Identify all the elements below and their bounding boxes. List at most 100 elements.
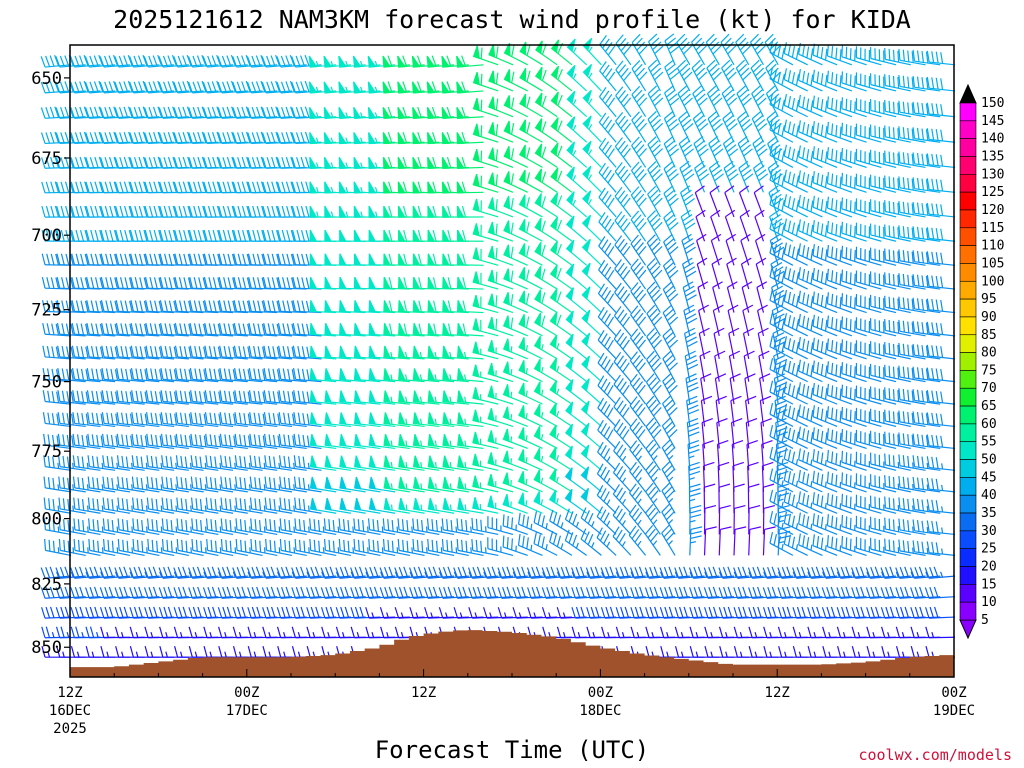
barb-flag <box>237 181 242 193</box>
wind-barb <box>353 300 381 314</box>
barb-flag <box>45 587 51 599</box>
barb-flag <box>190 433 194 446</box>
barb-pennant <box>488 147 496 162</box>
barb-half-flag <box>525 345 529 351</box>
barb-pennant <box>565 215 575 230</box>
barb-flag <box>398 566 404 579</box>
barb-flag <box>432 253 437 266</box>
barb-flag <box>205 433 208 446</box>
barb-flag <box>211 55 217 67</box>
wind-barb <box>128 54 160 68</box>
barb-pennant <box>442 276 450 290</box>
barb-half-flag <box>512 571 516 578</box>
wind-barb <box>40 106 72 119</box>
barb-half-flag <box>577 632 581 638</box>
barb-flag <box>192 157 198 169</box>
barb-flag <box>266 132 272 144</box>
barb-flag <box>260 80 266 93</box>
wind-barb <box>427 323 455 337</box>
wind-barb <box>549 530 573 556</box>
wind-barb <box>132 518 160 536</box>
barb-flag <box>89 107 95 119</box>
barb-flag <box>217 132 223 144</box>
wind-barb <box>412 412 440 428</box>
barb-flag <box>125 391 129 403</box>
barb-flag <box>42 390 46 402</box>
barb-flag <box>90 277 95 289</box>
barb-flag <box>273 519 276 532</box>
barb-flag <box>289 54 295 67</box>
barb-flag <box>298 455 301 468</box>
barb-pennant <box>309 229 318 242</box>
wind-barb <box>159 646 189 658</box>
barb-flag <box>65 253 70 266</box>
barb-flag <box>71 300 76 312</box>
barb-flag <box>382 518 385 530</box>
barb-flag <box>287 413 291 425</box>
barb-flag <box>150 390 154 403</box>
barb-flag <box>139 323 144 335</box>
barb-pennant <box>503 95 511 109</box>
wind-barb <box>176 476 204 493</box>
barb-flag <box>232 81 238 94</box>
barb-pennant <box>441 156 450 169</box>
wind-barb <box>382 106 410 119</box>
chart-title: 2025121612 NAM3KM forecast wind profile … <box>113 5 911 34</box>
barb-flag <box>99 323 104 336</box>
wind-barb <box>129 181 160 194</box>
wind-barb <box>398 476 425 493</box>
barb-flag <box>213 323 217 335</box>
barb-flag <box>268 477 272 489</box>
barb-flag <box>298 519 301 531</box>
barb-flag <box>143 181 148 193</box>
barb-flag <box>580 606 585 618</box>
barb-flag <box>606 339 614 351</box>
barb-flag <box>114 56 120 68</box>
wind-barb <box>114 156 145 169</box>
barb-flag <box>132 518 135 530</box>
barb-flag <box>148 81 154 93</box>
barb-pennant <box>339 345 347 359</box>
barb-flag <box>379 607 385 619</box>
wind-barb <box>502 428 528 450</box>
barb-flag <box>497 567 503 579</box>
barb-flag <box>61 345 65 358</box>
barb-half-flag <box>404 351 408 358</box>
barb-flag <box>187 253 192 266</box>
barb-flag <box>575 587 581 599</box>
barb-flag <box>217 567 223 579</box>
wind-barb <box>502 450 528 471</box>
barb-pennant <box>503 69 511 83</box>
barb-flag <box>110 368 114 381</box>
barb-half-flag <box>86 462 89 469</box>
wind-barb <box>487 362 514 383</box>
barb-flag <box>66 413 70 425</box>
barb-flag <box>269 519 272 531</box>
barb-pennant <box>397 107 406 119</box>
wind-barb <box>556 566 587 579</box>
barb-flag <box>598 162 606 173</box>
barb-flag <box>277 646 282 658</box>
wind-barb <box>581 355 602 383</box>
barb-flag <box>73 538 76 551</box>
wind-barb <box>85 131 116 145</box>
barb-flag <box>140 391 144 403</box>
barb-flag <box>276 607 282 619</box>
barb-pennant <box>580 487 590 502</box>
wind-barb <box>426 518 455 536</box>
barb-half-flag <box>474 612 478 619</box>
wind-barb <box>397 538 425 556</box>
barb-flag <box>516 566 522 579</box>
barb-half-flag <box>572 99 577 105</box>
wind-barb <box>339 476 366 493</box>
barb-pennant <box>411 81 421 94</box>
barb-pennant <box>383 390 391 403</box>
barb-flag <box>84 229 89 242</box>
wind-barb <box>188 106 219 119</box>
barb-flag <box>607 269 615 281</box>
barb-flag <box>388 277 393 289</box>
barb-flag <box>70 56 76 68</box>
barb-half-flag <box>483 571 487 578</box>
barb-pennant <box>457 455 465 469</box>
barb-flag <box>552 533 558 545</box>
